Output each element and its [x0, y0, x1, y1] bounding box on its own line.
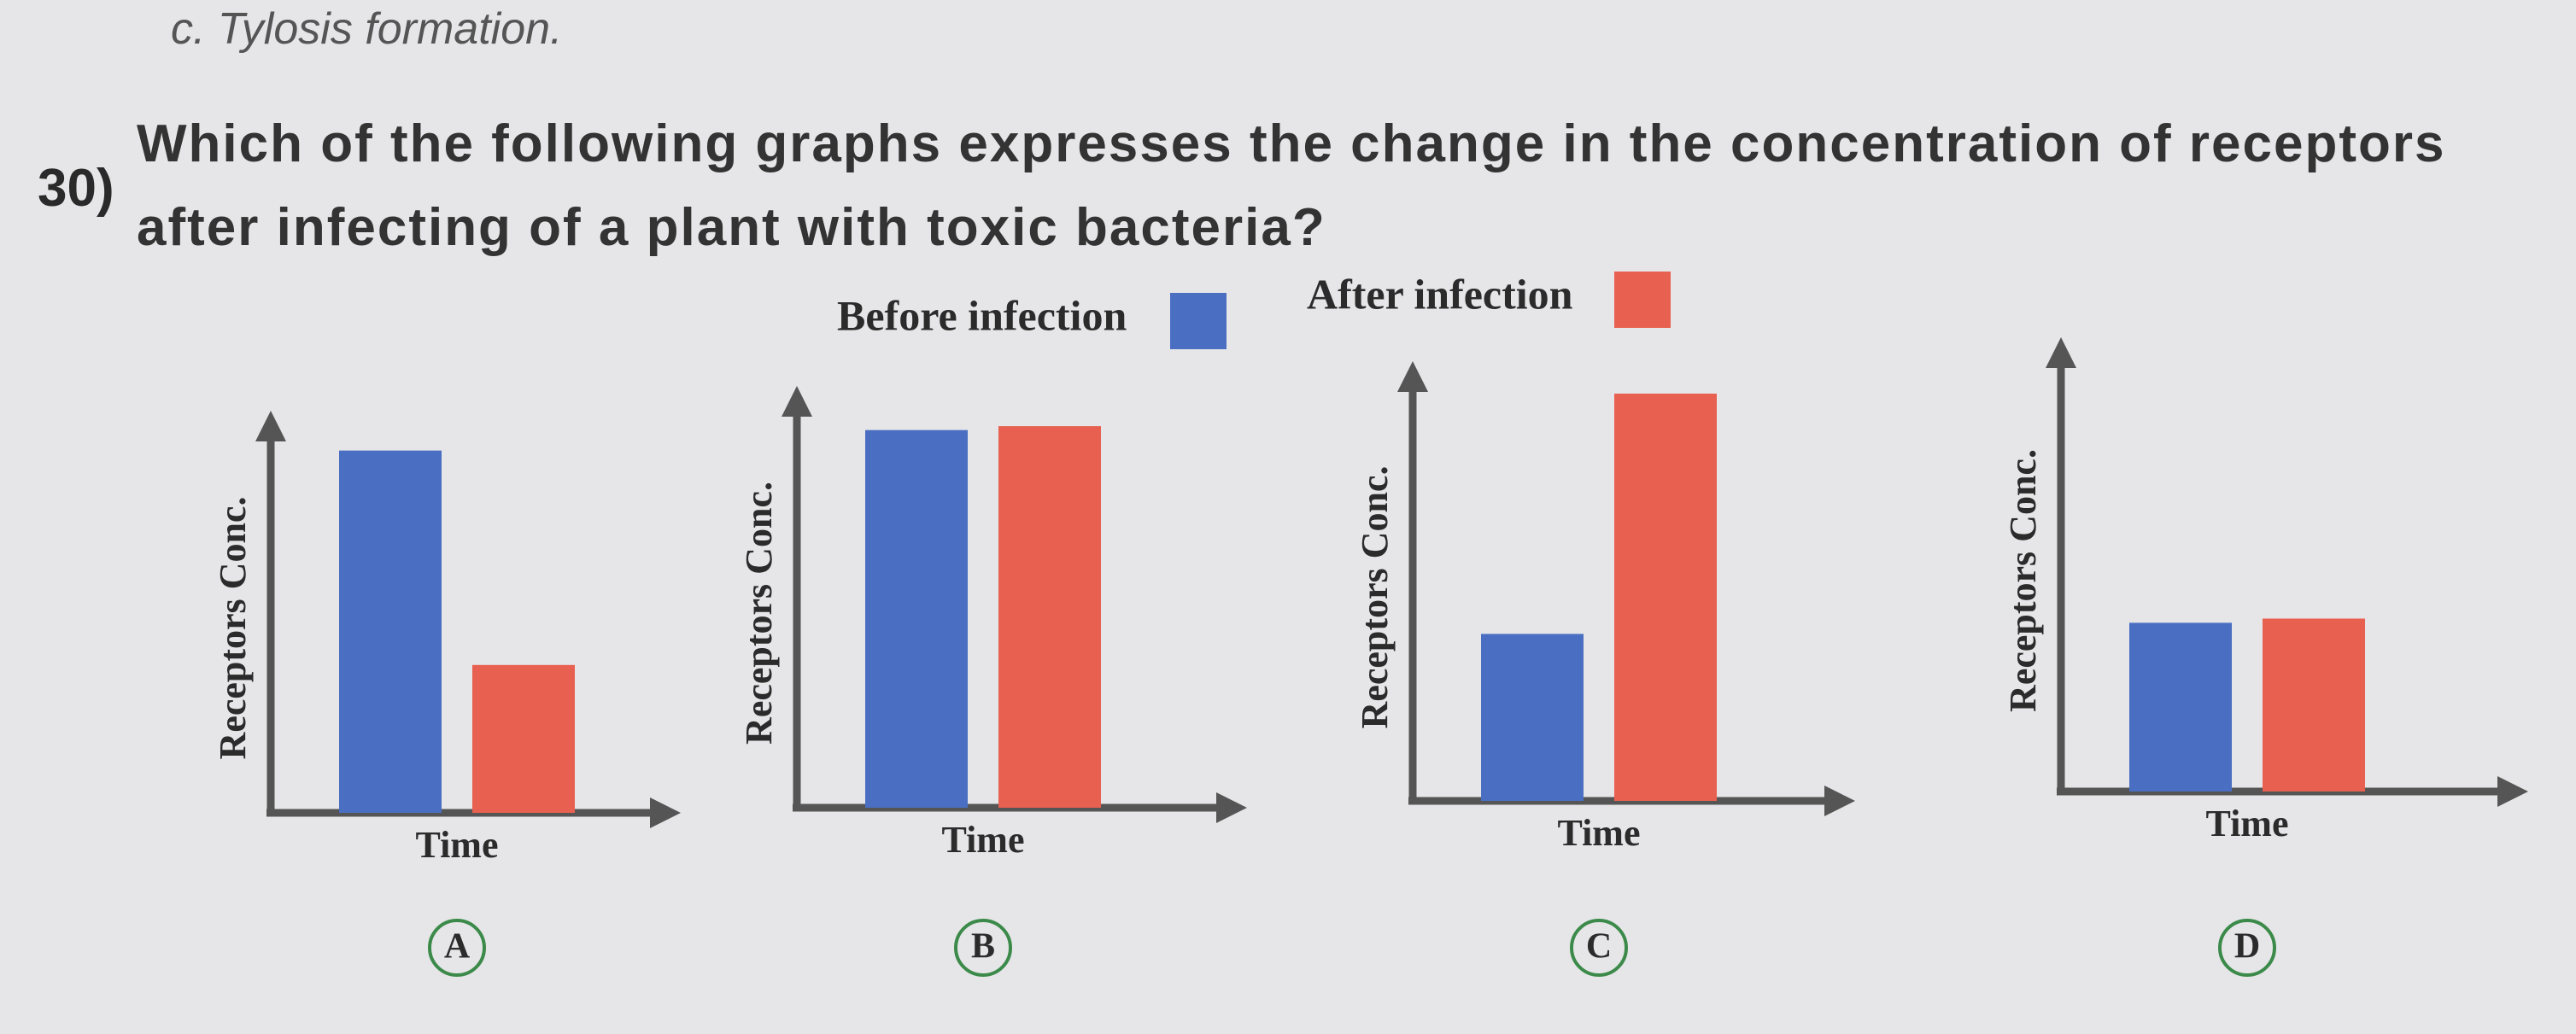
bar [2129, 622, 2232, 792]
x-axis-label: Time [2206, 803, 2289, 844]
legend-label: Before infection [837, 291, 1127, 339]
option-letter: D [2234, 927, 2260, 967]
bar [2263, 618, 2365, 792]
question-number: 30) [38, 159, 114, 218]
x-axis-label: Time [416, 824, 499, 866]
option-letter: B [971, 927, 995, 967]
bar [1614, 394, 1717, 801]
y-axis-label: Receptors Conc. [212, 497, 254, 760]
y-axis-label: Receptors Conc. [1354, 466, 1396, 729]
prior-option: c. Tylosis formation. [171, 4, 563, 54]
bar [998, 426, 1101, 808]
y-axis-label: Receptors Conc. [2002, 449, 2044, 712]
bar [1481, 634, 1584, 801]
option-circle [1570, 919, 1628, 977]
x-axis-label: Time [942, 819, 1025, 861]
bar [865, 429, 968, 808]
x-axis-label: Time [1558, 812, 1641, 854]
legend-swatch [1614, 272, 1671, 328]
option-letter: A [444, 927, 471, 967]
option-circle [954, 919, 1012, 977]
question-text: Which of the following graphs expresses … [137, 114, 2446, 257]
bar [472, 664, 575, 813]
option-letter: C [1586, 927, 1612, 967]
option-circle [428, 919, 486, 977]
legend-swatch [1170, 293, 1227, 349]
option-circle [2218, 919, 2276, 977]
y-axis-label: Receptors Conc. [738, 482, 780, 745]
legend-label: After infection [1307, 270, 1573, 318]
bar [339, 450, 442, 813]
